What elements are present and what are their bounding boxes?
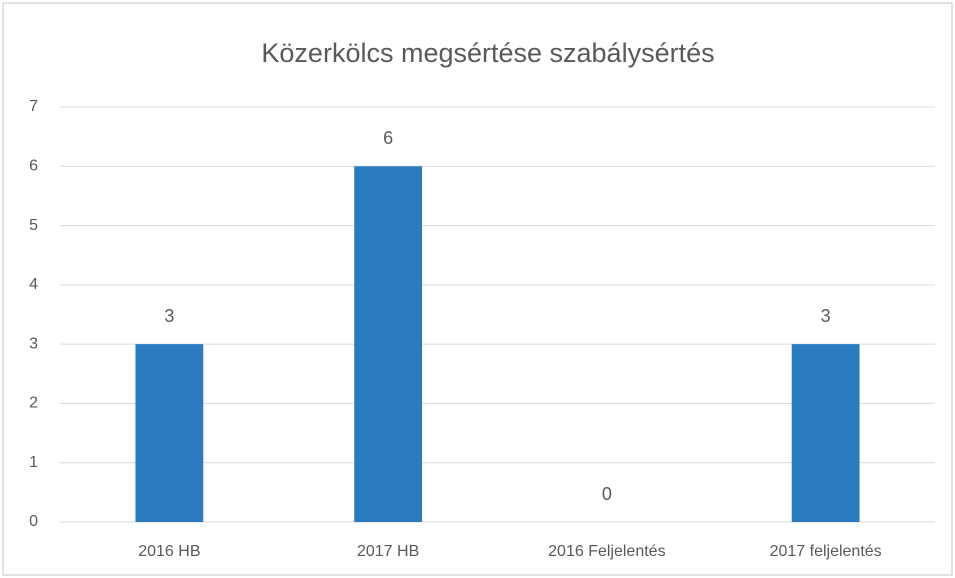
chart-title: Közerkölcs megsértése szabálysértés	[261, 38, 714, 68]
y-tick-label: 1	[29, 454, 38, 471]
y-tick-label: 2	[29, 395, 38, 412]
y-tick-label: 5	[29, 217, 38, 234]
data-label: 6	[383, 128, 393, 148]
y-tick-label: 6	[29, 158, 38, 175]
y-tick-label: 4	[29, 276, 38, 293]
bar	[354, 166, 423, 523]
y-tick-label: 7	[29, 98, 38, 115]
x-tick-label: 2016 HB	[138, 543, 200, 560]
y-tick-label: 3	[29, 335, 38, 352]
bar	[135, 344, 204, 522]
data-label: 0	[602, 484, 612, 504]
y-tick-label: 0	[29, 513, 38, 530]
bar	[791, 344, 860, 522]
x-tick-label: 2017 HB	[357, 543, 419, 560]
x-tick-label: 2017 feljelentés	[770, 543, 882, 560]
x-tick-label: 2016 Feljelentés	[548, 543, 665, 560]
data-label: 3	[164, 306, 174, 326]
data-label: 3	[821, 306, 831, 326]
